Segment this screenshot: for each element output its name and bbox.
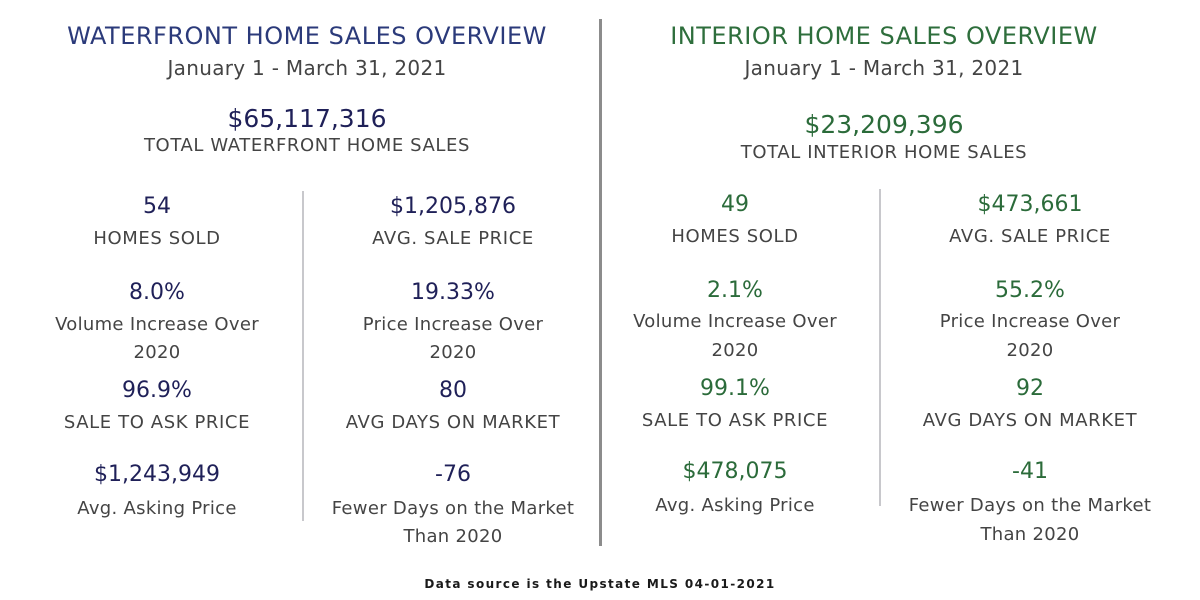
- interior-avg-sale-price-value: $473,661: [977, 192, 1083, 217]
- interior-price-increase-label: Price Increase Over: [939, 311, 1121, 332]
- interior-sale-to-ask-value: 99.1%: [700, 376, 770, 401]
- interior-fewer-days-label: Fewer Days on the Market: [908, 495, 1152, 516]
- waterfront-avg-days-label: AVG DAYS ON MARKET: [345, 412, 561, 433]
- data-source-footer: Data source is the Upstate MLS 04-01-202…: [424, 577, 776, 591]
- waterfront-price-increase-label: Price Increase Over: [362, 314, 544, 335]
- waterfront-total-label: TOTAL WATERFRONT HOME SALES: [143, 135, 471, 156]
- interior-title: INTERIOR HOME SALES OVERVIEW: [670, 22, 1098, 50]
- interior-avg-sale-price-label: AVG. SALE PRICE: [949, 226, 1111, 247]
- interior-avg-days-label: AVG DAYS ON MARKET: [922, 410, 1138, 431]
- interior-price-increase-value: 55.2%: [995, 278, 1065, 303]
- waterfront-price-increase-year: 2020: [429, 342, 477, 363]
- waterfront-total-value: $65,117,316: [227, 104, 387, 133]
- waterfront-title: WATERFRONT HOME SALES OVERVIEW: [67, 22, 547, 50]
- waterfront-avg-sale-price-label: AVG. SALE PRICE: [372, 228, 534, 249]
- waterfront-homes-sold-value: 54: [143, 194, 171, 219]
- waterfront-price-increase-value: 19.33%: [411, 280, 495, 305]
- waterfront-volume-increase-value: 8.0%: [129, 280, 185, 305]
- waterfront-fewer-days-year: Than 2020: [403, 526, 503, 547]
- main-divider: [599, 19, 602, 546]
- waterfront-fewer-days-label: Fewer Days on the Market: [331, 498, 575, 519]
- interior-inner-divider: [879, 189, 881, 506]
- interior-avg-days-value: 92: [1016, 376, 1044, 401]
- waterfront-volume-increase-year: 2020: [133, 342, 181, 363]
- waterfront-sale-to-ask-label: SALE TO ASK PRICE: [63, 412, 251, 433]
- waterfront-avg-asking-label: Avg. Asking Price: [77, 498, 237, 519]
- waterfront-sale-to-ask-value: 96.9%: [122, 378, 192, 403]
- waterfront-inner-divider: [302, 191, 304, 521]
- interior-date-range: January 1 - March 31, 2021: [744, 56, 1024, 80]
- interior-volume-increase-value: 2.1%: [707, 278, 763, 303]
- interior-volume-increase-label: Volume Increase Over: [633, 311, 837, 332]
- waterfront-volume-increase-label: Volume Increase Over: [55, 314, 259, 335]
- interior-total-value: $23,209,396: [804, 110, 964, 139]
- waterfront-avg-asking-value: $1,243,949: [94, 462, 220, 487]
- interior-fewer-days-year: Than 2020: [980, 524, 1080, 545]
- interior-homes-sold-label: HOMES SOLD: [671, 226, 799, 247]
- interior-avg-asking-value: $478,075: [682, 459, 788, 484]
- interior-price-increase-year: 2020: [1006, 340, 1054, 361]
- interior-homes-sold-value: 49: [721, 192, 749, 217]
- waterfront-date-range: January 1 - March 31, 2021: [167, 56, 447, 80]
- interior-avg-asking-label: Avg. Asking Price: [655, 495, 815, 516]
- waterfront-avg-days-value: 80: [439, 378, 467, 403]
- waterfront-fewer-days-value: -76: [435, 462, 471, 487]
- interior-volume-increase-year: 2020: [711, 340, 759, 361]
- waterfront-homes-sold-label: HOMES SOLD: [93, 228, 221, 249]
- waterfront-avg-sale-price-value: $1,205,876: [390, 194, 516, 219]
- interior-total-label: TOTAL INTERIOR HOME SALES: [740, 142, 1028, 163]
- interior-fewer-days-value: -41: [1012, 459, 1048, 484]
- interior-sale-to-ask-label: SALE TO ASK PRICE: [641, 410, 829, 431]
